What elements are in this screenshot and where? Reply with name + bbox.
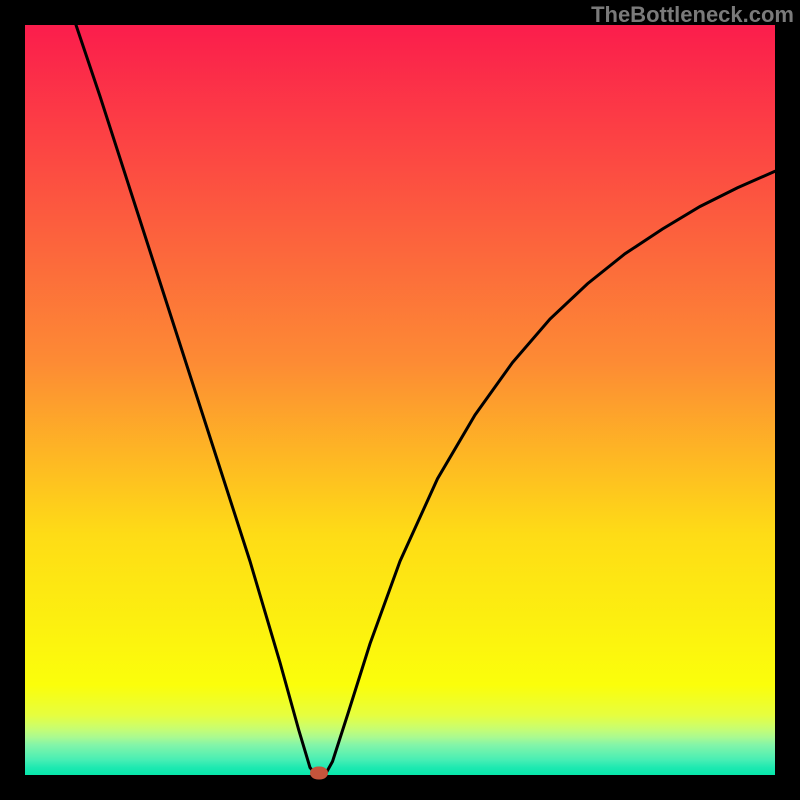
minimum-marker: [310, 766, 328, 779]
curve-left-branch: [76, 25, 316, 775]
curve-right-branch: [325, 171, 775, 775]
chart-container: TheBottleneck.com: [0, 0, 800, 800]
watermark-text: TheBottleneck.com: [591, 2, 794, 28]
gradient-plot-area: [25, 25, 775, 775]
curve-layer-svg: [25, 25, 775, 775]
